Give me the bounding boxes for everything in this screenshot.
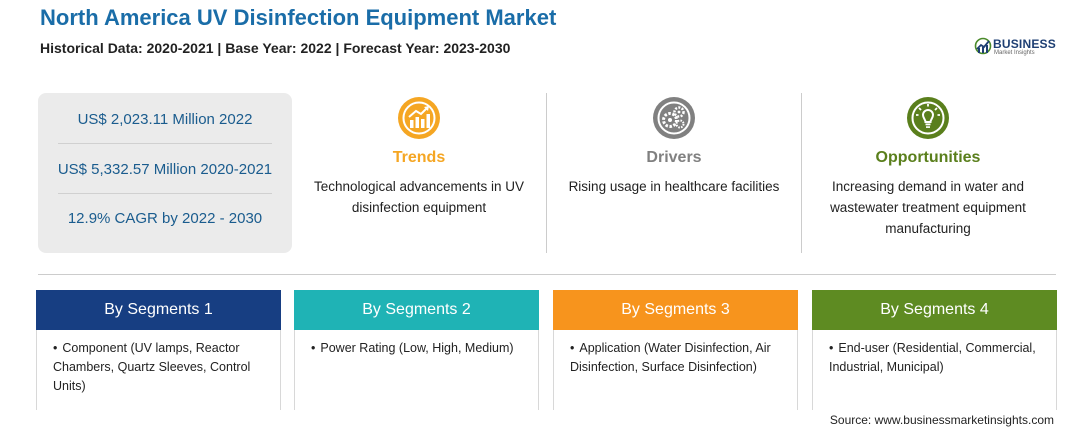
segment-header: By Segments 4	[812, 290, 1057, 330]
segment-card-3: By Segments 3 • Application (Water Disinf…	[553, 290, 798, 410]
segment-body: • Component (UV lamps, Reactor Chambers, …	[36, 330, 281, 410]
segment-item: Power Rating (Low, High, Medium)	[320, 341, 514, 355]
factor-description: Rising usage in healthcare facilities	[568, 179, 780, 194]
logo: BUSINESS Market Insights	[974, 35, 1064, 59]
bullet-icon: •	[311, 341, 316, 355]
segment-header: By Segments 2	[294, 290, 539, 330]
page-title: North America UV Disinfection Equipment …	[40, 5, 557, 30]
stat-market-2022: US$ 2,023.11 Million 2022	[77, 111, 253, 128]
stat-market-historical: US$ 5,332.57 Million 2020-2021	[57, 161, 273, 178]
section-divider	[38, 274, 1056, 275]
segment-header: By Segments 1	[36, 290, 281, 330]
factor-drivers: Drivers Rising usage in healthcare facil…	[549, 95, 799, 197]
trend-chart-icon	[398, 97, 440, 139]
factor-divider	[801, 93, 802, 253]
factor-trends: Trends Technological advancements in UV …	[294, 95, 544, 218]
globe-icon	[974, 37, 992, 55]
factor-label: Drivers	[646, 149, 702, 166]
factor-label: Trends	[392, 149, 446, 166]
bullet-icon: •	[570, 341, 575, 355]
segment-body: • Power Rating (Low, High, Medium)	[294, 330, 539, 410]
segment-item: Application (Water Disinfection, Air Dis…	[570, 341, 771, 374]
stat-divider	[58, 193, 272, 194]
segment-card-2: By Segments 2 • Power Rating (Low, High, …	[294, 290, 539, 410]
segment-body: • Application (Water Disinfection, Air Di…	[553, 330, 798, 410]
logo-text: BUSINESS	[993, 37, 1056, 51]
stats-panel: US$ 2,023.11 Million 2022 US$ 5,332.57 M…	[38, 93, 292, 253]
factor-label: Opportunities	[875, 149, 981, 166]
logo-subtext: Market Insights	[994, 50, 1035, 56]
segment-body: • End-user (Residential, Commercial, Indu…	[812, 330, 1057, 410]
segment-header: By Segments 3	[553, 290, 798, 330]
source-note: Source: www.businessmarketinsights.com	[829, 413, 1054, 427]
factor-divider	[546, 93, 547, 253]
factor-description: Increasing demand in water and wastewate…	[830, 179, 1026, 236]
segment-item: Component (UV lamps, Reactor Chambers, Q…	[53, 341, 251, 393]
bullet-icon: •	[53, 341, 58, 355]
segment-card-4: By Segments 4 • End-user (Residential, Co…	[812, 290, 1057, 410]
bullet-icon: •	[829, 341, 834, 355]
factor-description: Technological advancements in UV disinfe…	[313, 179, 525, 215]
segment-item: End-user (Residential, Commercial, Indus…	[829, 341, 1036, 374]
stat-cagr: 12.9% CAGR by 2022 - 2030	[67, 210, 263, 227]
page-subtitle: Historical Data: 2020-2021 | Base Year: …	[40, 40, 511, 56]
lightbulb-icon	[907, 97, 949, 139]
segment-card-1: By Segments 1 • Component (UV lamps, Reac…	[36, 290, 281, 410]
gears-icon	[653, 97, 695, 139]
factor-opportunities: Opportunities Increasing demand in water…	[803, 95, 1053, 239]
stat-divider	[58, 143, 272, 144]
